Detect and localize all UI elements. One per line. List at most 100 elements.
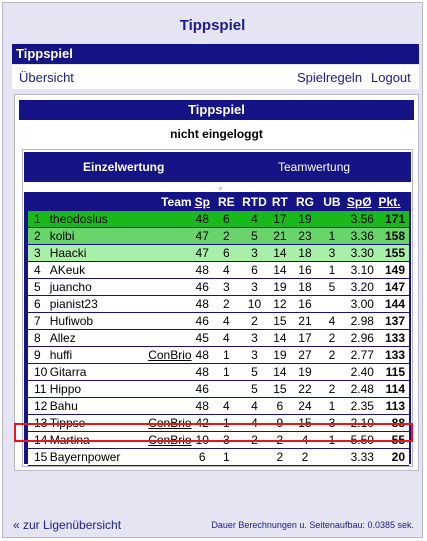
cell-name: Allez [49, 329, 138, 347]
cell-re: 3 [212, 431, 240, 449]
cell-ub: 1 [319, 227, 345, 245]
cell-rank: 15 [28, 448, 50, 466]
cell-sp: 47 [191, 244, 213, 262]
table-row: 8 Allez 45 4 3 14 17 2 2.96 133 [28, 329, 409, 347]
cell-name: Haacki [49, 244, 138, 262]
table-row: 2 kolbi 47 2 5 21 23 1 3.36 158 [28, 227, 409, 245]
cell-rg: 4 [290, 431, 320, 449]
cell-rg: 16 [290, 261, 320, 279]
header-avg[interactable]: SpØ [346, 195, 372, 209]
cell-rg: 21 [290, 312, 320, 330]
cell-rtd [239, 448, 270, 466]
cell-re: 1 [212, 448, 240, 466]
cell-ub: 3 [319, 414, 345, 432]
cell-rg: 27 [290, 346, 320, 364]
cell-team [137, 261, 192, 279]
cell-team [137, 211, 192, 228]
main-panel: Tippspiel nicht eingeloggt Einzelwertung… [14, 94, 419, 471]
cell-pts: 149 [373, 261, 409, 279]
table-row: 14 Martina ConBrio 10 3 2 2 4 1 5.50 55 [28, 431, 409, 449]
cell-ub: 4 [319, 312, 345, 330]
cell-ub [319, 295, 345, 313]
cell-sp: 48 [191, 363, 213, 381]
cell-rank: 12 [28, 397, 50, 415]
tab-indicator [219, 187, 222, 190]
cell-rt: 15 [269, 380, 291, 398]
table-row: 10 Gitarra 48 1 5 14 19 2.40 115 [28, 363, 409, 381]
cell-rtd: 4 [239, 211, 270, 228]
cell-ub [319, 363, 345, 381]
cell-pts: 113 [373, 397, 409, 415]
cell-sp: 48 [191, 261, 213, 279]
cell-rt: 19 [269, 278, 291, 296]
cell-ub [319, 211, 345, 228]
cell-rg: 16 [290, 295, 320, 313]
tab-teamwertung[interactable]: Teamwertung [278, 160, 351, 174]
nav-logout-link[interactable]: Logout [371, 70, 411, 85]
cell-ub: 2 [319, 329, 345, 347]
cell-pts: 144 [373, 295, 409, 313]
cell-team [137, 278, 192, 296]
tab-einzelwertung[interactable]: Einzelwertung [83, 160, 165, 174]
cell-rank: 10 [28, 363, 50, 381]
cell-avg: 3.33 [344, 448, 374, 466]
app-title: Tippspiel [179, 17, 246, 34]
cell-re: 4 [212, 312, 240, 330]
cell-rg: 19 [290, 363, 320, 381]
nav-overview-link[interactable]: Übersicht [19, 70, 74, 85]
cell-avg: 3.20 [344, 278, 374, 296]
cell-avg: 2.77 [344, 346, 374, 364]
cell-rank: 14 [28, 431, 50, 449]
table-row: 7 Hufiwob 46 4 2 15 21 4 2.98 137 [28, 312, 409, 330]
cell-pts: 115 [373, 363, 409, 381]
cell-team: ConBrio [137, 346, 192, 364]
cell-pts: 88 [373, 414, 409, 432]
cell-rt: 2 [269, 431, 291, 449]
cell-name: huffi [49, 346, 138, 364]
cell-ub: 2 [319, 346, 345, 364]
timing-info: Dauer Berechnungen u. Seitenaufbau: 0.03… [211, 520, 414, 530]
cell-avg: 2.96 [344, 329, 374, 347]
team-link[interactable]: ConBrio [148, 432, 192, 447]
cell-rtd: 4 [239, 414, 270, 432]
cell-avg: 3.36 [344, 227, 374, 245]
header-sp[interactable]: Sp [194, 195, 210, 209]
cell-name: AKeuk [49, 261, 138, 279]
cell-re: 3 [212, 278, 240, 296]
cell-rg: 23 [290, 227, 320, 245]
cell-pts: 20 [373, 448, 409, 466]
cell-sp: 48 [191, 211, 213, 228]
cell-team [137, 363, 192, 381]
header-rank [28, 193, 50, 211]
header-pts[interactable]: Pkt. [378, 195, 401, 209]
table-row: 9 huffi ConBrio 48 1 3 19 27 2 2.77 133 [28, 346, 409, 364]
table-row: 4 AKeuk 48 4 6 14 16 1 3.10 149 [28, 261, 409, 279]
cell-rtd: 2 [239, 431, 270, 449]
cell-pts: 55 [373, 431, 409, 449]
cell-rt: 2 [269, 448, 291, 466]
cell-team [137, 312, 192, 330]
header-rg: RG [295, 195, 314, 209]
cell-re: 4 [212, 397, 240, 415]
cell-rt: 14 [269, 261, 291, 279]
panel-title: Tippspiel [19, 100, 414, 120]
cell-rg: 22 [290, 380, 320, 398]
cell-rg: 17 [290, 329, 320, 347]
cell-team [137, 295, 192, 313]
cell-re: 4 [212, 329, 240, 347]
cell-name: Gitarra [49, 363, 138, 381]
back-to-leagues-link[interactable]: « zur Ligenübersicht [13, 518, 122, 532]
cell-sp: 46 [191, 312, 213, 330]
cell-pts: 133 [373, 329, 409, 347]
cell-name: Tippse [49, 414, 138, 432]
cell-ub: 1 [319, 397, 345, 415]
cell-re: 6 [212, 211, 240, 228]
nav-rules-link[interactable]: Spielregeln [297, 70, 363, 85]
cell-rg: 18 [290, 278, 320, 296]
cell-ub: 1 [319, 261, 345, 279]
header-re: RE [217, 195, 235, 209]
team-link[interactable]: ConBrio [148, 347, 192, 362]
header-rtd: RTD [242, 195, 267, 209]
team-link[interactable]: ConBrio [148, 415, 192, 430]
cell-re: 2 [212, 295, 240, 313]
